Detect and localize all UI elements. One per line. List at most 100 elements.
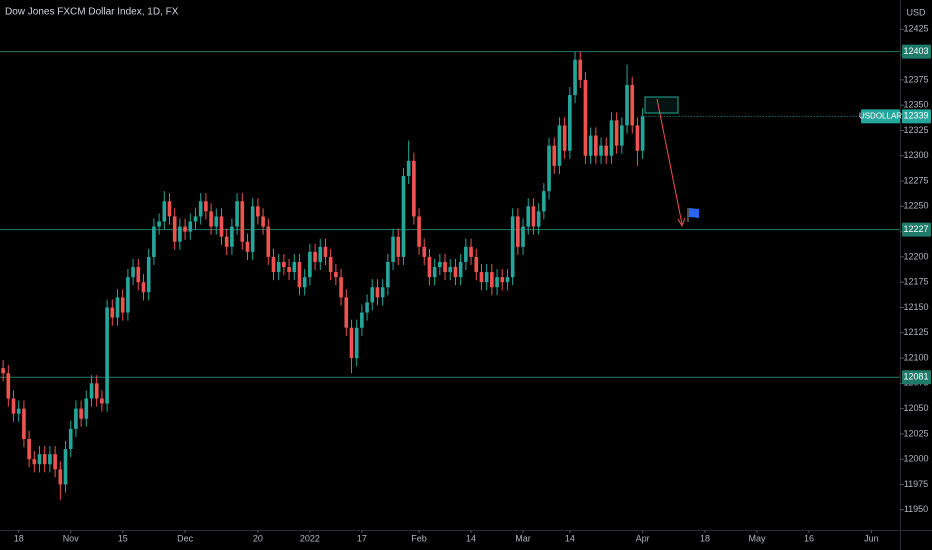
y-tick-label: 11950 xyxy=(904,504,928,514)
x-tick-label: 14 xyxy=(565,533,575,543)
candle-body xyxy=(188,221,193,232)
candle-body xyxy=(224,236,229,247)
candle-body xyxy=(443,261,447,273)
candle-body xyxy=(484,272,489,283)
candle-body xyxy=(276,261,281,273)
candle-body xyxy=(282,261,286,268)
candle-body xyxy=(448,267,453,273)
candle-body xyxy=(27,438,31,460)
candle-body xyxy=(11,398,16,414)
candle-body xyxy=(172,216,177,242)
candle-body xyxy=(562,125,567,151)
candle-body xyxy=(458,261,463,278)
candle-body xyxy=(131,267,135,278)
candle-body xyxy=(219,216,224,237)
candle-body xyxy=(547,145,551,192)
candle-body xyxy=(625,84,629,126)
candle-body xyxy=(193,216,198,222)
candle-body xyxy=(609,120,614,156)
candle-body xyxy=(287,267,291,273)
chart-title: Dow Jones FXCM Dollar Index, 1D, FX xyxy=(5,7,179,18)
y-tick-label: 12250 xyxy=(903,201,928,211)
candle-body xyxy=(230,226,234,247)
candle-body xyxy=(42,454,47,465)
x-tick-label: Apr xyxy=(636,533,650,543)
candle-body xyxy=(37,454,42,465)
candle-body xyxy=(349,327,354,359)
x-tick-label: May xyxy=(749,533,767,543)
candle-body xyxy=(573,59,577,96)
currency-label: USD xyxy=(906,7,926,17)
candle-body xyxy=(406,160,411,176)
candle-body xyxy=(204,201,208,212)
candle-body xyxy=(94,383,99,399)
y-tick-label: 12200 xyxy=(903,251,928,261)
price-label-box xyxy=(902,44,931,59)
y-tick-label: 12350 xyxy=(903,100,928,110)
candle-body xyxy=(16,408,21,414)
candle-body xyxy=(375,287,380,298)
candle-body xyxy=(334,272,338,278)
candle-body xyxy=(552,145,557,166)
candle-body xyxy=(620,125,624,146)
candle-body xyxy=(396,236,401,257)
series-name-box xyxy=(861,109,900,124)
candle-body xyxy=(640,116,645,151)
candle-body xyxy=(308,251,312,278)
candle-body xyxy=(438,261,442,268)
candle-body xyxy=(250,206,255,252)
candle-body xyxy=(6,373,11,399)
candle-body xyxy=(136,267,141,283)
candle-body xyxy=(152,226,156,257)
candle-body xyxy=(453,267,458,278)
candle-body xyxy=(412,160,416,217)
rectangle-drawing xyxy=(644,96,679,114)
candle-body xyxy=(105,307,109,404)
candle-body xyxy=(68,428,73,450)
candle-body xyxy=(157,221,161,227)
candle-body xyxy=(313,251,317,262)
candle-body xyxy=(401,175,406,257)
y-tick-label: 12100 xyxy=(903,352,928,362)
candle-body xyxy=(292,261,297,273)
candle-body xyxy=(594,135,598,156)
candle-body xyxy=(614,120,619,146)
candle-body xyxy=(391,236,395,262)
price-label-box xyxy=(902,370,931,385)
candle-body xyxy=(495,277,499,288)
candle-body xyxy=(599,145,603,156)
flag xyxy=(689,208,699,218)
candle-body xyxy=(115,297,120,318)
x-tick-label: Nov xyxy=(63,533,80,543)
candle-body xyxy=(427,256,432,278)
candle-body xyxy=(474,256,479,273)
candle-body xyxy=(510,216,515,278)
candle-body xyxy=(245,241,250,252)
x-tick-label: 20 xyxy=(253,533,263,543)
candle-body xyxy=(578,59,583,80)
candle-body xyxy=(120,297,125,313)
candle-body xyxy=(568,95,572,151)
candle-body xyxy=(380,287,385,298)
series-name: USDOLLAR xyxy=(859,111,902,120)
x-tick-label: Mar xyxy=(515,533,531,543)
candle-body xyxy=(365,302,369,313)
candle-body xyxy=(630,84,635,126)
candle-body xyxy=(521,226,525,247)
y-tick-label: 12050 xyxy=(903,403,928,413)
arrow-drawing xyxy=(656,98,683,225)
candle-body xyxy=(22,408,26,439)
horizontal-line-label: 12227 xyxy=(903,224,928,234)
candle-body xyxy=(344,297,349,328)
candle-body xyxy=(271,256,276,273)
candle-body xyxy=(256,206,260,217)
candle-body xyxy=(490,272,494,288)
candle-body xyxy=(386,261,390,288)
candle-body xyxy=(432,267,437,278)
candle-body xyxy=(323,246,328,257)
x-tick-label: 18 xyxy=(14,533,24,543)
x-tick-label: 15 xyxy=(118,533,128,543)
candle-body xyxy=(146,256,151,293)
candle-body xyxy=(505,277,510,283)
